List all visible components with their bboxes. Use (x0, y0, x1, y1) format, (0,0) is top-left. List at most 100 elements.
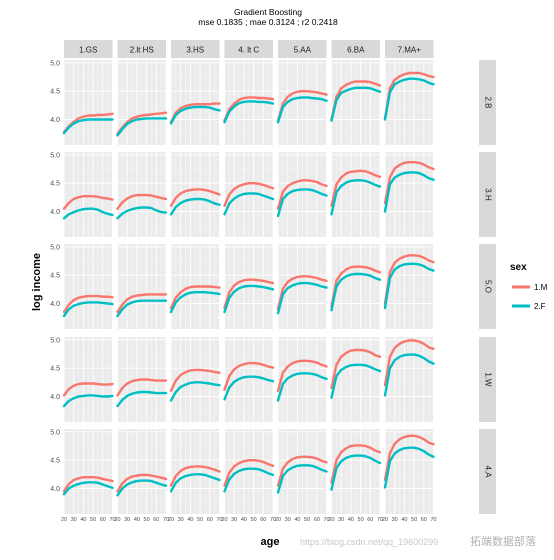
col-strip (385, 40, 434, 58)
series-line-female (169, 105, 221, 125)
series-line-male (169, 285, 221, 310)
series-line-male (276, 275, 328, 311)
col-strip (331, 40, 380, 58)
chart-subtitle: mse 0.1835 ; mae 0.3124 ; r2 0.2418 (198, 17, 338, 27)
series-line-male (223, 278, 275, 310)
watermark-brand: 拓端数据部落 (470, 534, 536, 548)
x-tick-label: 40 (80, 517, 86, 523)
series-line-female (276, 464, 328, 494)
x-tick-label: 70 (270, 517, 276, 523)
series-line-male (116, 293, 168, 314)
x-tick-label: 60 (314, 517, 320, 523)
y-tick-label: 5.0 (50, 337, 60, 344)
series-line-female (62, 481, 114, 496)
series-line-male (330, 80, 382, 121)
x-axis-title: age (261, 536, 280, 548)
y-tick-label: 4.5 (50, 273, 60, 280)
series-line-female (223, 100, 275, 124)
series-line-female (383, 77, 435, 121)
series-line-female (169, 473, 221, 493)
series-line-female (223, 284, 275, 314)
x-tick-label: 50 (251, 517, 257, 523)
x-tick-label: 60 (153, 517, 159, 523)
series-line-male (62, 294, 114, 314)
x-tick-label: 20 (61, 517, 67, 523)
row-strip (479, 244, 496, 329)
x-tick-label: 60 (421, 517, 427, 523)
x-tick-label: 20 (275, 517, 281, 523)
series-line-male (276, 89, 328, 122)
row-strip (479, 152, 496, 237)
y-tick-label: 5.0 (50, 60, 60, 67)
series-line-female (223, 467, 275, 493)
col-strip-label: 5.AA (294, 46, 312, 55)
col-strip (278, 40, 327, 58)
series-line-male (169, 102, 221, 124)
series-line-male (169, 368, 221, 392)
series-line-male (383, 160, 435, 205)
series-line-male (383, 254, 435, 305)
x-tick-label: 70 (430, 517, 436, 523)
series-line-female (62, 118, 114, 135)
series-line-male (116, 193, 168, 210)
row-strip-label: 3.H (483, 188, 492, 201)
row-strip-label: 1.W (483, 372, 492, 387)
x-tick-label: 30 (178, 517, 184, 523)
x-tick-label: 50 (304, 517, 310, 523)
x-tick-label: 50 (411, 517, 417, 523)
row-strip (479, 60, 496, 145)
x-tick-label: 40 (348, 517, 354, 523)
series-line-male (330, 169, 382, 208)
series-line-male (276, 455, 328, 487)
series-line-male (330, 444, 382, 484)
series-line-female (169, 381, 221, 402)
col-strip-label: 2.lt HS (130, 46, 154, 55)
x-tick-label: 50 (358, 517, 364, 523)
x-tick-label: 40 (401, 517, 407, 523)
series-line-male (116, 473, 168, 493)
series-line-female (62, 394, 114, 408)
col-strip-label: 1.GS (79, 46, 97, 55)
series-line-male (276, 179, 328, 210)
legend: sex 1.M 2.F (510, 262, 548, 311)
col-strip (117, 40, 166, 58)
x-tick-label: 70 (216, 517, 222, 523)
series-line-female (330, 454, 382, 491)
y-tick-label: 5.0 (50, 152, 60, 159)
x-tick-label: 20 (328, 517, 334, 523)
x-tick-label: 30 (71, 517, 77, 523)
series-line-male (383, 339, 435, 387)
x-tick-label: 70 (377, 517, 383, 523)
series-line-male (116, 378, 168, 397)
y-tick-label: 5.0 (50, 244, 60, 251)
x-tick-label: 60 (100, 517, 106, 523)
col-strip-label: 6.BA (347, 46, 365, 55)
x-tick-label: 70 (323, 517, 329, 523)
series-line-female (383, 353, 435, 397)
x-tick-label: 30 (231, 517, 237, 523)
series-line-female (62, 207, 114, 220)
series-line-male (62, 194, 114, 210)
series-line-female (116, 117, 168, 137)
col-strip-label: 7.MA+ (398, 46, 422, 55)
row-strip-label: 4.A (483, 465, 492, 478)
y-tick-label: 4.5 (50, 89, 60, 96)
col-strip (224, 40, 273, 58)
x-tick-label: 40 (294, 517, 300, 523)
series-line-female (330, 86, 382, 122)
legend-title: sex (510, 262, 527, 273)
series-line-female (330, 179, 382, 216)
series-line-female (276, 372, 328, 402)
y-tick-label: 4.5 (50, 366, 60, 373)
series-line-male (223, 459, 275, 487)
series-line-female (383, 446, 435, 489)
legend-label-female: 2.F (534, 302, 546, 311)
y-tick-label: 4.0 (50, 301, 60, 308)
legend-label-male: 1.M (534, 283, 548, 292)
col-strip (64, 40, 113, 58)
y-tick-label: 4.0 (50, 486, 60, 493)
row-strip-label: 2.B (483, 96, 492, 108)
series-line-female (383, 171, 435, 213)
y-tick-label: 4.5 (50, 458, 60, 465)
